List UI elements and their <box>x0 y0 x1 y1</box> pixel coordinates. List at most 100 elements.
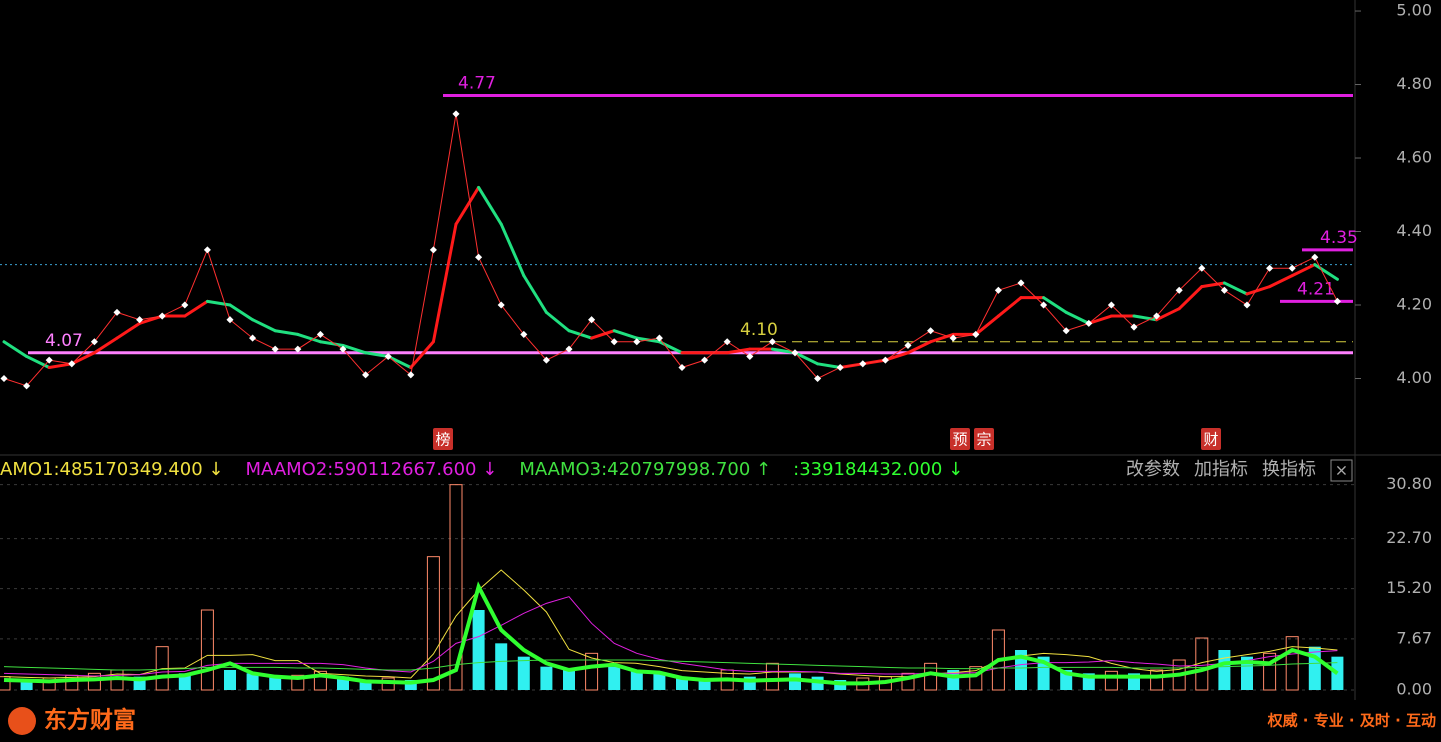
volume-bar <box>653 673 666 690</box>
slogan: 权威 · 专业 · 及时 · 互动 <box>1267 712 1436 730</box>
ma-segment <box>454 185 481 226</box>
ma-segment <box>499 222 526 278</box>
ma-segment <box>25 354 51 369</box>
volume-bar <box>1263 652 1277 691</box>
ma-segment <box>205 299 232 307</box>
logo: 东方财富 <box>44 707 136 734</box>
ma-segment <box>386 354 413 369</box>
ma-segment <box>92 336 119 355</box>
close-point <box>497 301 505 309</box>
legend-entry: MAAMO3:420797998.700 ↑ <box>519 459 771 480</box>
close-button[interactable]: × <box>1335 461 1348 480</box>
volume-bar <box>1015 650 1027 690</box>
ma-segment <box>431 222 458 344</box>
volume-bar <box>359 680 372 690</box>
ma-segment <box>1200 281 1226 289</box>
ma-segment <box>228 303 255 322</box>
volume-bar <box>1104 670 1118 691</box>
ma-segment <box>251 318 277 333</box>
ma-segment <box>1290 263 1317 278</box>
ma-segment <box>477 185 503 226</box>
close-point <box>542 356 550 364</box>
ma-segment <box>725 347 752 355</box>
volume-bar <box>901 672 915 691</box>
level-label: 4.21 <box>1297 279 1335 299</box>
legend-entry: :339184432.000 ↓ <box>793 459 963 480</box>
volume-bar <box>1218 650 1231 690</box>
ma-segment <box>2 340 29 358</box>
close-point <box>226 316 234 324</box>
close-point <box>859 360 867 368</box>
level-label: 4.77 <box>458 74 496 94</box>
y-tick-label: 4.00 <box>1396 368 1432 387</box>
ma-segment <box>1132 314 1159 322</box>
close-point <box>452 110 460 118</box>
close-point <box>90 338 98 346</box>
legend-entry: AMO1:485170349.400 ↓ <box>0 459 223 480</box>
volume-bar <box>1150 669 1164 691</box>
close-point <box>158 312 166 320</box>
close-point <box>972 330 980 338</box>
y-tick-label: 5.00 <box>1396 1 1432 20</box>
ma-segment <box>183 299 209 318</box>
volume-bar <box>224 670 236 690</box>
volume-bar <box>404 680 417 690</box>
ma-segment <box>1087 314 1113 325</box>
ma-segment <box>364 351 390 358</box>
close-point <box>113 308 121 316</box>
ma-segment <box>1313 263 1339 281</box>
ma-segment <box>974 314 1000 336</box>
close-point <box>0 374 8 383</box>
close-point <box>203 246 211 254</box>
y-tick-label: 15.20 <box>1386 578 1432 597</box>
y-tick-label: 4.60 <box>1396 148 1432 167</box>
close-point <box>181 301 189 309</box>
volume-bar <box>924 662 938 691</box>
y-tick-label: 30.80 <box>1386 474 1432 493</box>
volume-bar <box>563 670 575 690</box>
close-point <box>520 330 528 338</box>
logo-icon <box>8 707 36 735</box>
close-point <box>791 349 799 357</box>
close-box[interactable] <box>1330 459 1353 482</box>
close-point <box>339 345 347 353</box>
toolbar-button[interactable]: 改参数 <box>1126 459 1180 480</box>
close-point <box>429 246 437 254</box>
close-point <box>45 356 53 364</box>
toolbar-button[interactable]: 加指标 <box>1194 459 1248 480</box>
close-point <box>136 316 144 324</box>
toolbar-button[interactable]: 换指标 <box>1262 459 1316 480</box>
y-tick-label: 4.40 <box>1396 221 1432 240</box>
indicator-line <box>3 581 1339 686</box>
ma-segment <box>883 351 910 362</box>
ma-segment <box>341 343 368 355</box>
close-point <box>701 356 709 364</box>
ma-segment <box>1177 285 1204 311</box>
marker: 预 <box>952 431 967 449</box>
marker: 榜 <box>435 431 450 449</box>
level-label: 4.10 <box>740 320 778 340</box>
close-point <box>633 338 641 346</box>
ma-segment <box>1222 281 1249 296</box>
close-point <box>23 382 31 390</box>
close-point <box>407 371 415 379</box>
ma-segment <box>590 329 616 340</box>
volume-bar <box>472 610 485 690</box>
close-point <box>746 352 754 360</box>
ma-segment <box>70 351 96 366</box>
volume-bar <box>313 670 327 691</box>
ma-segment <box>318 340 345 347</box>
y-tick-label: 22.70 <box>1386 528 1432 547</box>
ma-segment <box>544 310 571 333</box>
close-point <box>271 345 279 353</box>
indicator-line <box>3 659 1338 671</box>
close-point <box>836 363 844 372</box>
volume-bar <box>585 652 599 691</box>
marker-box <box>433 428 453 450</box>
close-point <box>475 253 483 261</box>
close-line <box>3 113 1338 387</box>
volume-bar <box>449 484 463 691</box>
close-point <box>610 338 618 346</box>
volume-bar <box>540 666 553 690</box>
